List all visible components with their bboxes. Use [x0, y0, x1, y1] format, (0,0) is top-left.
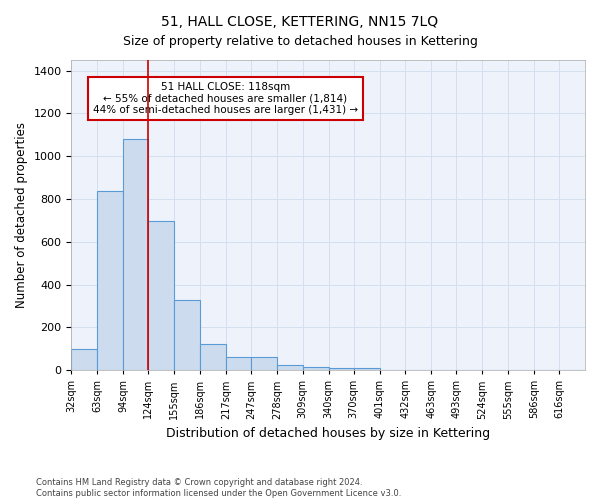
Y-axis label: Number of detached properties: Number of detached properties	[15, 122, 28, 308]
Bar	[251, 357, 277, 370]
X-axis label: Distribution of detached houses by size in Kettering: Distribution of detached houses by size …	[166, 427, 490, 440]
Text: Size of property relative to detached houses in Kettering: Size of property relative to detached ho…	[122, 35, 478, 48]
Text: 51 HALL CLOSE: 118sqm
← 55% of detached houses are smaller (1,814)
44% of semi-d: 51 HALL CLOSE: 118sqm ← 55% of detached …	[93, 82, 358, 115]
Bar	[303, 366, 329, 370]
Bar	[200, 344, 226, 370]
Text: Contains HM Land Registry data © Crown copyright and database right 2024.
Contai: Contains HM Land Registry data © Crown c…	[36, 478, 401, 498]
Bar	[277, 364, 303, 370]
Bar	[329, 368, 353, 370]
Bar	[71, 350, 97, 370]
Bar	[97, 192, 123, 370]
Bar	[148, 222, 174, 370]
Bar	[174, 300, 200, 370]
Bar	[226, 357, 251, 370]
Bar	[353, 368, 380, 370]
Text: 51, HALL CLOSE, KETTERING, NN15 7LQ: 51, HALL CLOSE, KETTERING, NN15 7LQ	[161, 15, 439, 29]
Bar	[123, 138, 148, 370]
